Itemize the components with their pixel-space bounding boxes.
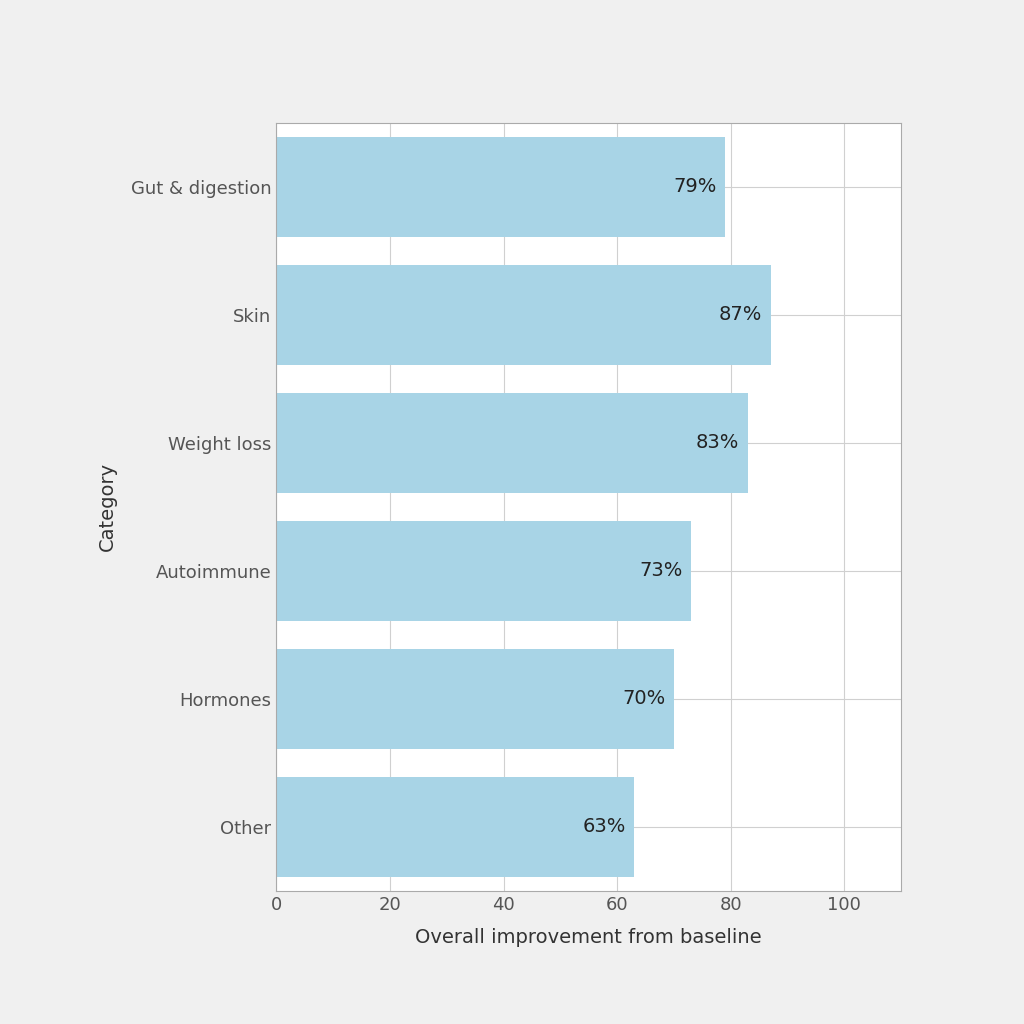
Text: 70%: 70% — [623, 689, 666, 709]
Bar — [276, 777, 634, 877]
Bar — [276, 649, 674, 749]
Text: 79%: 79% — [673, 177, 717, 197]
X-axis label: Overall improvement from baseline: Overall improvement from baseline — [416, 928, 762, 946]
Bar — [276, 393, 748, 493]
Bar — [276, 137, 725, 237]
Text: 63%: 63% — [583, 817, 626, 837]
Text: 73%: 73% — [639, 561, 682, 581]
Bar — [276, 521, 691, 621]
Y-axis label: Category: Category — [98, 462, 117, 552]
Text: 87%: 87% — [719, 305, 762, 325]
Bar — [276, 265, 770, 365]
Text: 83%: 83% — [696, 433, 739, 453]
